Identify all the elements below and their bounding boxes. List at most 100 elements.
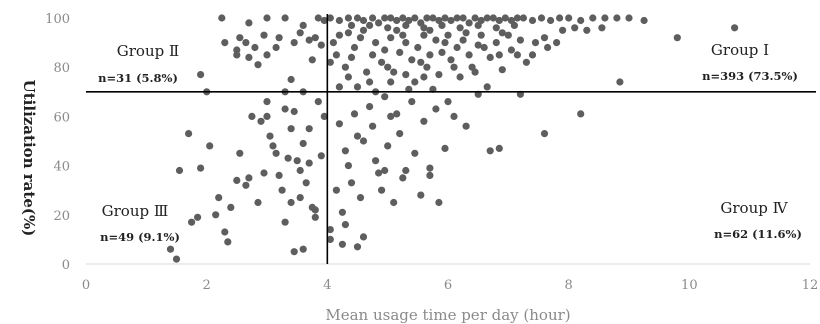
data-point xyxy=(426,51,434,59)
data-point xyxy=(483,83,491,91)
x-tick-label: 10 xyxy=(681,278,698,293)
data-point xyxy=(359,137,368,145)
data-point xyxy=(423,63,431,71)
data-point xyxy=(465,19,473,27)
y-tick-label: 80 xyxy=(53,61,70,76)
data-point xyxy=(495,144,503,152)
data-point xyxy=(369,14,377,22)
data-point xyxy=(317,152,325,160)
data-point xyxy=(175,166,184,175)
data-point xyxy=(221,39,229,47)
data-point xyxy=(233,176,241,184)
data-point xyxy=(598,24,606,32)
data-point xyxy=(166,245,175,253)
data-point xyxy=(459,36,467,44)
data-point xyxy=(565,14,573,22)
data-point xyxy=(387,78,395,86)
data-point xyxy=(341,221,349,229)
data-point xyxy=(320,112,328,120)
data-point xyxy=(308,56,316,64)
data-point xyxy=(553,39,561,47)
data-point xyxy=(369,122,377,130)
data-point xyxy=(332,51,340,59)
data-point xyxy=(462,122,470,130)
data-point xyxy=(185,130,193,138)
data-point xyxy=(341,147,349,155)
data-point xyxy=(583,26,591,34)
data-point xyxy=(172,255,181,263)
data-point xyxy=(224,238,232,246)
data-point xyxy=(275,34,283,42)
data-point xyxy=(335,83,343,91)
data-point xyxy=(218,14,226,22)
data-point xyxy=(513,14,522,22)
data-point xyxy=(326,58,334,66)
data-point xyxy=(290,39,298,47)
data-point xyxy=(263,51,271,59)
data-point xyxy=(390,68,398,76)
data-point xyxy=(194,213,202,221)
data-point xyxy=(556,14,564,22)
data-point xyxy=(441,14,449,22)
data-point xyxy=(399,14,407,22)
data-point xyxy=(399,174,407,182)
data-point xyxy=(215,194,223,202)
data-point xyxy=(338,208,346,216)
quadrant-group-count: n=62 (11.6%) xyxy=(714,227,802,241)
data-point xyxy=(495,51,503,59)
data-point xyxy=(353,83,362,91)
data-point xyxy=(344,73,352,81)
data-point xyxy=(347,53,356,62)
data-point xyxy=(281,218,289,226)
data-point xyxy=(305,125,313,133)
data-point xyxy=(396,130,404,138)
data-point xyxy=(450,63,458,71)
data-point xyxy=(501,14,509,22)
data-point xyxy=(486,53,494,62)
data-point xyxy=(453,14,461,22)
data-point xyxy=(296,166,304,175)
y-tick-label: 100 xyxy=(45,12,70,27)
data-point xyxy=(245,53,253,62)
data-point xyxy=(299,21,307,29)
data-point xyxy=(471,68,479,76)
data-point xyxy=(616,78,624,86)
data-point xyxy=(417,58,425,66)
data-point xyxy=(350,43,359,52)
data-point xyxy=(498,66,506,74)
data-point xyxy=(266,132,274,140)
data-point xyxy=(366,21,374,29)
data-point xyxy=(528,16,537,25)
data-point xyxy=(441,144,449,152)
data-point xyxy=(329,39,337,47)
data-point xyxy=(353,243,362,251)
data-point xyxy=(335,16,343,25)
data-point xyxy=(284,154,292,162)
data-point xyxy=(387,112,395,120)
data-point xyxy=(444,31,452,39)
data-point xyxy=(227,203,235,211)
x-tick-labels: 0 2 4 6 8 10 12 xyxy=(82,278,818,293)
data-point xyxy=(359,26,368,34)
data-point xyxy=(492,24,500,32)
quadrant-group-name: Group Ⅲ xyxy=(102,202,169,220)
data-point xyxy=(589,14,597,22)
data-point xyxy=(299,139,307,148)
data-point xyxy=(290,248,298,256)
reference-lines xyxy=(86,14,816,264)
data-point xyxy=(281,14,289,22)
data-point xyxy=(378,58,386,66)
data-point xyxy=(435,71,443,79)
data-point xyxy=(326,226,334,234)
data-point xyxy=(305,159,313,167)
quadrant-group-count: n=31 (5.8%) xyxy=(98,71,178,85)
data-point xyxy=(393,110,401,118)
data-point xyxy=(375,169,383,177)
y-axis-title: Utilization rate(%) xyxy=(20,80,38,237)
data-point xyxy=(384,24,392,32)
x-tick-label: 2 xyxy=(203,278,211,293)
data-point xyxy=(372,157,380,165)
data-point xyxy=(314,14,322,22)
y-tick-labels: 0 20 40 60 80 100 xyxy=(45,12,70,273)
data-point xyxy=(465,51,473,59)
